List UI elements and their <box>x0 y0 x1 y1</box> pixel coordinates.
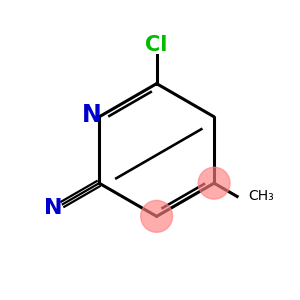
Text: N: N <box>44 198 63 218</box>
Circle shape <box>141 200 172 232</box>
Circle shape <box>198 167 230 199</box>
Text: CH₃: CH₃ <box>249 190 274 203</box>
Text: Cl: Cl <box>146 35 168 55</box>
Text: N: N <box>82 103 102 127</box>
